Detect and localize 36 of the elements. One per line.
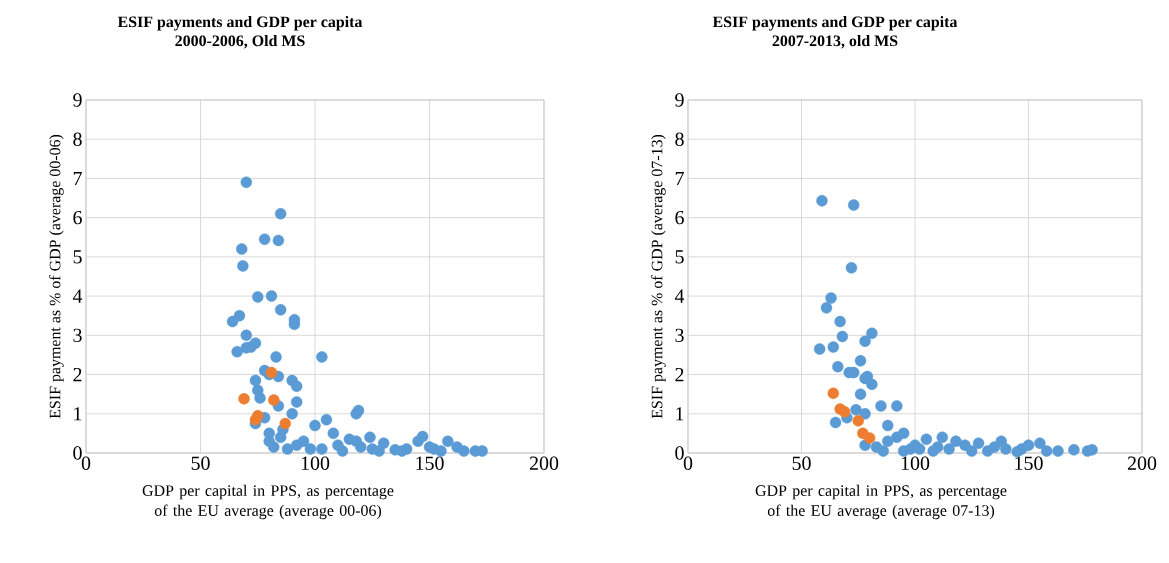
x-axis-title: GDP per capital in PPS, as percentage of the EU average (average 00-06) xyxy=(142,484,394,520)
y-tick-label: 9 xyxy=(73,93,82,107)
y-tick-label: 8 xyxy=(73,132,82,146)
x-tick-label: 100 xyxy=(901,456,930,470)
y-tick-label: 2 xyxy=(675,367,684,382)
chart-title: ESIF payments and GDP per capita xyxy=(712,16,958,31)
y-tick-label: 6 xyxy=(73,210,82,225)
y-tick-label: 4 xyxy=(72,289,83,303)
y-tick-label: 0 xyxy=(675,446,684,460)
y-tick-label: 4 xyxy=(674,289,685,303)
x-tick-label: 150 xyxy=(1015,456,1043,470)
y-tick-label: 6 xyxy=(675,210,684,225)
chart-subtitle: 2007-2013, old MS xyxy=(772,34,898,49)
y-tick-label: 7 xyxy=(675,171,684,185)
y-tick-label: 3 xyxy=(73,328,82,343)
y-tick-label: 1 xyxy=(74,407,82,421)
x-tick-label: 50 xyxy=(191,456,210,470)
chart-title: ESIF payments and GDP per capita xyxy=(117,16,363,31)
x-tick-label: 100 xyxy=(301,456,330,470)
y-axis-title: ESIF payment as % of GDP (average 00-06) xyxy=(49,134,64,419)
y-tick-label: 3 xyxy=(675,328,684,343)
y-axis-title: ESIF payment as % of GDP (average 07-13) xyxy=(651,134,666,419)
y-tick-label: 2 xyxy=(73,367,82,382)
y-tick-label: 9 xyxy=(675,93,684,107)
chart-subtitle: 2000-2006, Old MS xyxy=(175,34,305,49)
y-tick-label: 7 xyxy=(73,171,82,185)
y-tick-label: 0 xyxy=(73,446,82,460)
x-tick-label: 50 xyxy=(792,456,811,470)
y-tick-label: 1 xyxy=(676,407,684,421)
x-tick-label: 200 xyxy=(529,456,559,470)
x-tick-label: 150 xyxy=(416,456,444,470)
y-tick-label: 8 xyxy=(675,132,684,146)
y-tick-label: 5 xyxy=(675,250,684,264)
x-axis-title: GDP per capital in PPS, as percentage of the EU average (average 07-13) xyxy=(755,484,1007,520)
y-tick-label: 5 xyxy=(73,250,82,264)
x-tick-label: 200 xyxy=(1127,456,1157,470)
